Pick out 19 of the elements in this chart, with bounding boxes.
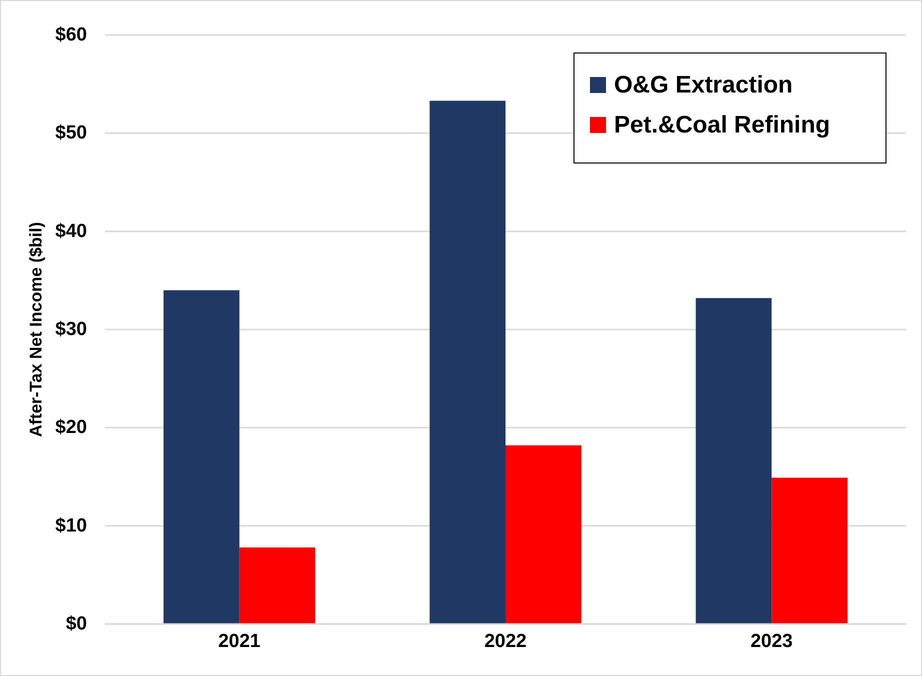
bar	[164, 290, 240, 624]
x-tick-label: 2021	[218, 630, 261, 652]
y-tick-label: $40	[55, 220, 87, 242]
bar	[239, 547, 316, 624]
y-tick-label: $20	[55, 417, 87, 438]
x-tick-label: 2022	[484, 630, 527, 652]
y-tick-label: $50	[55, 122, 87, 144]
legend-label: Pet.&Coal Refining	[614, 112, 830, 138]
legend-label: O&G Extraction	[614, 72, 793, 98]
bar	[506, 445, 582, 624]
y-tick-label: $10	[55, 515, 87, 536]
bar	[430, 100, 506, 624]
y-axis-title: After-Tax Net Income ($bil)	[26, 222, 46, 438]
x-tick-label: 2023	[750, 630, 793, 652]
bar	[772, 478, 848, 624]
bar	[696, 298, 772, 624]
y-tick-label: $60	[55, 24, 87, 46]
y-tick-label: $0	[66, 614, 87, 634]
y-tick-label: $30	[55, 319, 87, 340]
